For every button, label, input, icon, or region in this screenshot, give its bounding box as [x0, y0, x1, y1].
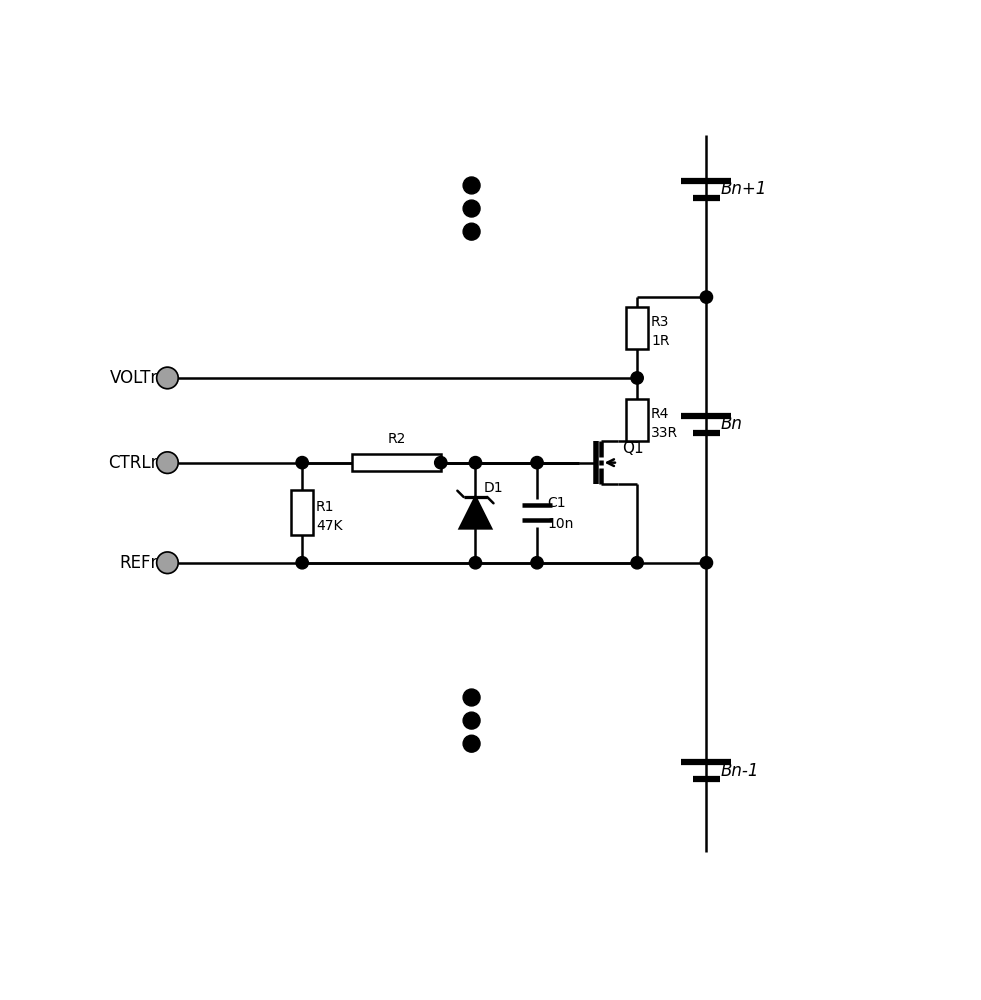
Bar — [352, 454, 440, 471]
Circle shape — [463, 735, 480, 752]
Circle shape — [531, 456, 543, 469]
Text: VOLTn: VOLTn — [110, 369, 161, 387]
Circle shape — [463, 177, 480, 194]
Text: CTRLn: CTRLn — [108, 454, 161, 472]
Text: Bn-1: Bn-1 — [720, 762, 758, 780]
Text: 1R: 1R — [651, 334, 669, 348]
Text: Q1: Q1 — [622, 441, 644, 456]
Text: 9.1K: 9.1K — [381, 458, 412, 472]
Text: 33R: 33R — [651, 426, 678, 440]
Circle shape — [700, 557, 712, 569]
Circle shape — [469, 456, 482, 469]
Text: R1: R1 — [316, 500, 335, 514]
Circle shape — [157, 367, 179, 389]
Circle shape — [463, 200, 480, 217]
Bar — [626, 307, 647, 349]
Circle shape — [296, 456, 308, 469]
Circle shape — [157, 452, 179, 473]
Text: D1: D1 — [483, 481, 502, 495]
Circle shape — [469, 557, 482, 569]
Text: 47K: 47K — [316, 519, 342, 533]
Circle shape — [463, 689, 480, 706]
Text: REFn: REFn — [120, 554, 161, 572]
Text: C1: C1 — [547, 496, 566, 510]
Text: 10n: 10n — [547, 517, 574, 531]
Bar — [291, 490, 313, 535]
Circle shape — [296, 557, 308, 569]
Circle shape — [531, 557, 543, 569]
Circle shape — [463, 712, 480, 729]
Text: R3: R3 — [651, 315, 669, 329]
Circle shape — [631, 557, 644, 569]
Bar — [626, 399, 647, 441]
Text: R4: R4 — [651, 407, 669, 421]
Circle shape — [463, 223, 480, 240]
Text: R2: R2 — [387, 432, 406, 446]
Text: Bn+1: Bn+1 — [720, 180, 767, 198]
Text: Bn: Bn — [720, 415, 743, 433]
Circle shape — [631, 372, 644, 384]
Circle shape — [157, 552, 179, 574]
Circle shape — [435, 456, 447, 469]
Circle shape — [700, 291, 712, 303]
Polygon shape — [460, 497, 491, 528]
